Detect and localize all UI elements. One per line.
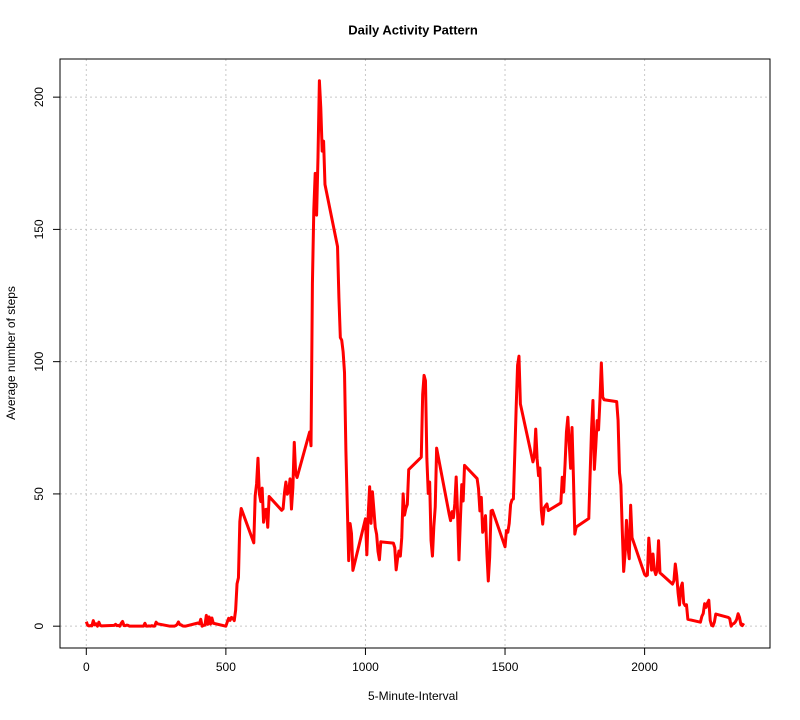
y-tick-label: 150 [32,219,46,239]
x-tick-label: 1000 [352,660,379,674]
y-tick-label: 100 [32,351,46,371]
plot-frame [59,58,771,649]
data-line [84,79,745,628]
x-tick-label: 1500 [492,660,519,674]
y-axis-label: Average number of steps [4,286,18,420]
x-tick-label: 2000 [631,660,658,674]
x-axis-label: 5-Minute-Interval [368,689,458,703]
y-tick-label: 0 [32,623,46,630]
chart-title: Daily Activity Pattern [348,22,478,37]
x-tick-label: 500 [216,660,236,674]
y-tick-label: 50 [32,487,46,501]
y-tick-label: 200 [32,87,46,107]
x-tick-label: 0 [83,660,90,674]
